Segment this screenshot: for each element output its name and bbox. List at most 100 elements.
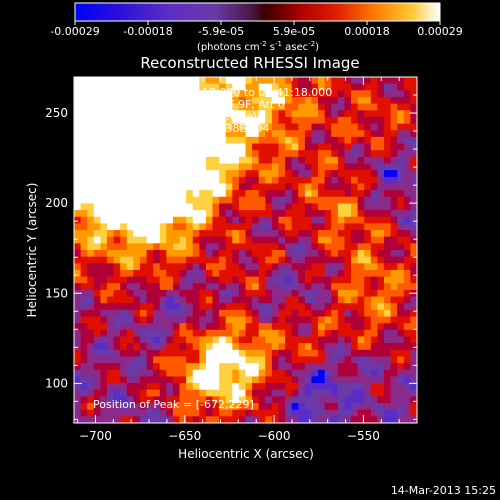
heatmap-cell	[80, 416, 88, 423]
heatmap-cell	[265, 356, 273, 364]
heatmap-cell	[252, 156, 260, 165]
heatmap-cell	[139, 283, 148, 291]
heatmap-cell	[337, 243, 346, 251]
heatmap-cell	[271, 123, 280, 131]
heatmap-cell	[100, 303, 108, 311]
heatmap-cell	[337, 403, 346, 411]
heatmap-cell	[219, 96, 227, 105]
heatmap-cell	[271, 316, 280, 324]
heatmap-cell	[397, 250, 405, 258]
heatmap-cell	[291, 416, 299, 423]
heatmap-cell	[113, 170, 121, 178]
heatmap-cell	[344, 103, 352, 111]
heatmap-cell	[126, 170, 134, 178]
heatmap-cell	[219, 163, 227, 171]
heatmap-cell	[166, 349, 174, 358]
heatmap-cell	[298, 103, 306, 111]
heatmap-cell	[146, 250, 154, 258]
heatmap-cell	[93, 416, 101, 423]
heatmap-cell	[80, 150, 88, 158]
heatmap-cell	[113, 230, 121, 238]
heatmap-cell	[126, 349, 134, 358]
heatmap-cell	[403, 196, 412, 205]
heatmap-cell	[377, 283, 385, 291]
heatmap-cell	[100, 316, 108, 324]
heatmap-cell	[265, 223, 273, 231]
heatmap-cell	[186, 396, 194, 404]
heatmap-cell	[397, 143, 405, 151]
heatmap-cell	[304, 329, 313, 338]
heatmap-cell	[298, 356, 306, 364]
heatmap-cell	[390, 176, 398, 185]
heatmap-cell	[238, 110, 247, 118]
heatmap-cell	[74, 403, 82, 411]
heatmap-cell	[146, 283, 154, 291]
heatmap-cell	[344, 243, 352, 251]
heatmap-cell	[219, 283, 227, 291]
heatmap-cell	[199, 90, 207, 98]
heatmap-cell	[364, 150, 372, 158]
heatmap-cell	[265, 343, 273, 351]
heatmap-cell	[166, 243, 174, 251]
heatmap-cell	[205, 110, 214, 118]
heatmap-cell	[291, 223, 299, 231]
heatmap-cell	[357, 256, 365, 264]
heatmap-cell	[410, 389, 417, 397]
heatmap-cell	[192, 103, 200, 111]
heatmap-cell	[351, 403, 359, 411]
heatmap-cell	[397, 289, 405, 298]
heatmap-cell	[133, 376, 141, 384]
heatmap-cell	[120, 77, 128, 85]
heatmap-cell	[278, 409, 286, 417]
heatmap-cell	[166, 336, 174, 344]
heatmap-cell	[199, 96, 207, 105]
heatmap-cell	[344, 236, 352, 244]
heatmap-cell	[100, 96, 108, 105]
heatmap-cell	[298, 269, 306, 278]
heatmap-cell	[304, 283, 313, 291]
heatmap-cell	[252, 389, 260, 397]
heatmap-cell	[126, 116, 134, 125]
heatmap-cell	[390, 223, 398, 231]
heatmap-cell	[278, 289, 286, 298]
heatmap-cell	[370, 323, 379, 331]
heatmap-cell	[120, 369, 128, 378]
heatmap-cell	[377, 196, 385, 205]
heatmap-cell	[344, 276, 352, 284]
heatmap-cell	[291, 183, 299, 191]
heatmap-cell	[252, 296, 260, 304]
heatmap-cell	[205, 103, 214, 111]
heatmap-cell	[205, 336, 214, 344]
heatmap-cell	[186, 283, 194, 291]
heatmap-cell	[291, 409, 299, 417]
heatmap-cell	[403, 190, 412, 198]
heatmap-cell	[146, 396, 154, 404]
heatmap-cell	[390, 243, 398, 251]
heatmap-cell	[93, 83, 101, 91]
heatmap-cell	[252, 363, 260, 371]
heatmap-cell	[172, 143, 181, 151]
heatmap-cell	[146, 77, 154, 85]
heatmap-cell	[166, 96, 174, 105]
heatmap-cell	[311, 243, 319, 251]
x-tick-label: −550	[347, 429, 380, 443]
heatmap-cell	[278, 236, 286, 244]
heatmap-cell	[159, 363, 167, 371]
heatmap-cell	[159, 283, 167, 291]
heatmap-cell	[225, 150, 233, 158]
heatmap-cell	[225, 276, 233, 284]
heatmap-cell	[384, 90, 392, 98]
heatmap-cell	[357, 216, 365, 224]
heatmap-cell	[186, 389, 194, 397]
heatmap-cell	[153, 363, 161, 371]
heatmap-cell	[298, 170, 306, 178]
heatmap-cell	[344, 77, 352, 85]
heatmap-cell	[410, 150, 417, 158]
heatmap-cell	[219, 243, 227, 251]
heatmap-cell	[370, 130, 379, 138]
heatmap-cell	[265, 309, 273, 318]
heatmap-cell	[364, 170, 372, 178]
heatmap-cell	[113, 276, 121, 284]
heatmap-cell	[397, 77, 405, 85]
heatmap-cell	[397, 103, 405, 111]
